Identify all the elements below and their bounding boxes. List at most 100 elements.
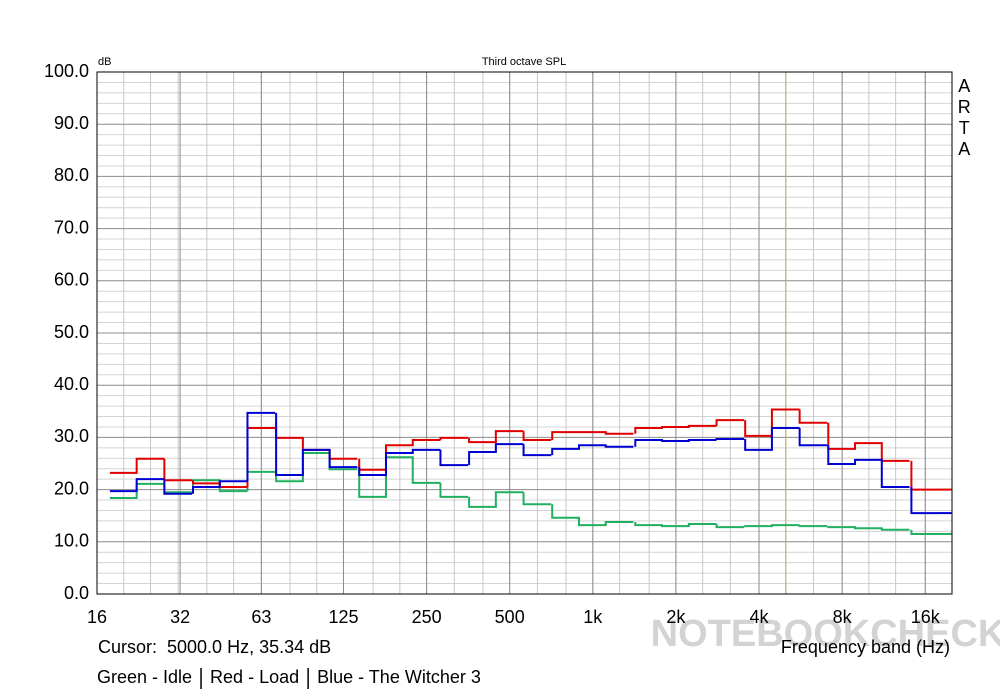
step-segment [880,528,910,531]
step-segment [770,524,800,527]
step-segment [494,430,524,443]
step-segment [744,420,773,437]
step-segment [604,445,634,448]
step-segment [687,523,717,527]
x-tick-label: 32 [170,607,190,627]
x-tick-label: 250 [412,607,442,627]
step-segment [384,452,414,475]
step-segment [301,448,331,475]
step-segment [439,436,469,441]
x-tick-label: 2k [666,607,686,627]
step-segment [163,479,193,495]
step-segment [910,486,940,515]
step-segment [275,412,304,476]
step-segment [715,437,745,441]
step-segment [551,504,580,519]
x-tick-label: 16k [911,607,941,627]
y-tick-label: 10.0 [54,531,89,551]
x-tick-label: 8k [833,607,853,627]
y-tick-label: 100.0 [44,61,89,81]
chart-title: Third octave SPL [482,56,566,68]
step-segment [135,478,165,492]
step-segment [798,525,828,528]
legend-entry: Red - Load [210,667,299,687]
step-segment [910,529,940,535]
y-tick-label: 40.0 [54,374,89,394]
legend-entry: Green - Idle [97,667,192,687]
y-unit: dB [98,56,111,68]
step-segment [358,469,387,498]
step-segment [827,526,856,529]
step-segment [827,445,856,466]
x-tick-label: 500 [495,607,525,627]
legend: Green - Idle Red - Load Blue - The Witcher… [97,667,481,689]
y-tick-label: 60.0 [54,270,89,290]
step-segment [551,431,580,441]
step-segment [661,525,690,528]
plot-marks [109,72,952,594]
step-segment [715,419,745,426]
x-tick-label: 16 [87,607,107,627]
step-segment [634,521,664,527]
step-segment [439,482,469,498]
step-segment [770,427,800,450]
step-segment [192,485,221,494]
step-segment [604,520,634,526]
step-segment [411,448,441,454]
x-tick-label: 1k [583,607,603,627]
x-tick-label: 63 [251,607,271,627]
step-segment [577,444,607,449]
x-tick-label: 125 [328,607,358,627]
step-segment [687,424,717,427]
brand: ARTA [954,76,974,160]
step-segment [880,459,910,488]
step-segment [661,425,690,429]
step-segment [468,451,497,466]
y-tick-label: 0.0 [64,583,89,603]
step-segment [744,438,773,451]
step-segment [135,457,165,473]
cursor-readout: Cursor: 5000.0 Hz, 35.34 dB [98,637,331,657]
step-segment [522,492,552,506]
step-segment [192,480,221,485]
step-segment [411,457,441,484]
y-tick-label: 50.0 [54,322,89,342]
step-segment [246,411,276,482]
step-segment [522,431,552,442]
step-segment [687,439,717,442]
step-segment [798,409,828,424]
step-segment [358,467,387,476]
step-segment [715,524,745,529]
y-tick-label: 80.0 [54,165,89,185]
legend-entry: Blue - The Witcher 3 [317,667,481,687]
grid [96,71,952,595]
step-segment [577,517,607,527]
step-segment [634,439,664,447]
x-axis-label: Frequency band (Hz) [781,637,950,657]
step-segment [468,496,497,508]
step-segment [744,525,773,528]
step-segment [854,442,883,449]
step-segment [411,439,441,446]
y-tick-label: 90.0 [54,113,89,133]
step-segment [218,480,248,487]
step-segment [551,447,580,456]
watermark: NOTEBOOKCHECK [651,613,1000,655]
step-segment [494,443,524,453]
x-tick-label: 4k [750,607,770,627]
step-segment [634,427,664,434]
step-segment [854,527,883,530]
step-segment [494,491,524,507]
y-tick-label: 30.0 [54,426,89,446]
plot-frame [96,71,953,595]
y-tick-label: 20.0 [54,478,89,498]
step-segment [439,449,469,467]
step-segment [522,444,552,457]
step-segment [661,440,690,443]
step-segment [798,428,828,447]
step-segment [854,458,883,465]
step-segment [604,432,634,435]
step-segment [468,437,497,444]
step-segment [328,449,358,469]
